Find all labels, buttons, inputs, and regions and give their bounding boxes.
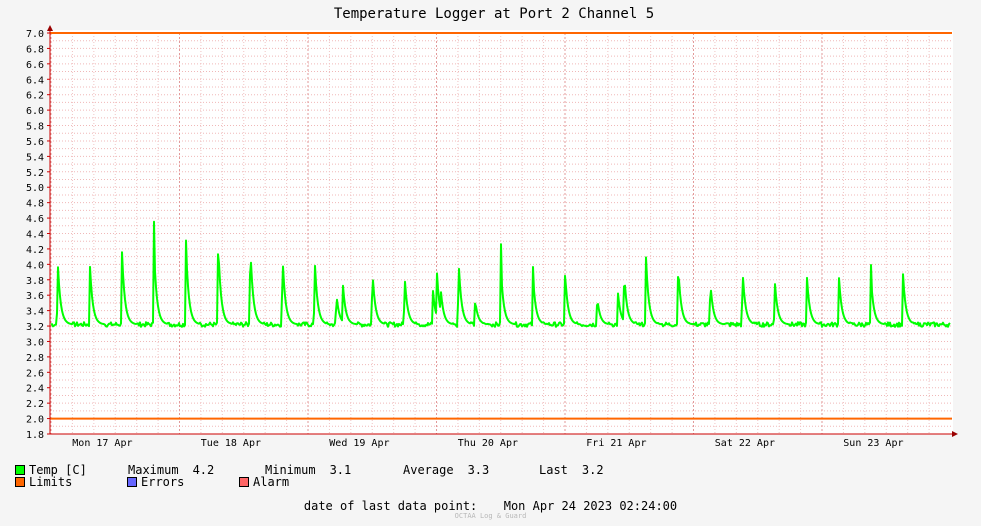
last-data-point: date of last data point: Mon Apr 24 2023… [0, 499, 981, 513]
y-tick-label: 6.8 [26, 44, 44, 55]
y-tick-label: 7.0 [26, 29, 44, 40]
y-tick-label: 4.6 [26, 214, 44, 225]
temp-swatch [15, 465, 25, 475]
legend-temp: Temp [C] [15, 463, 128, 477]
temperature-line [50, 220, 951, 328]
y-tick-label: 2.0 [26, 415, 44, 426]
x-axis-arrow [952, 431, 958, 437]
y-tick-label: 2.2 [26, 399, 44, 410]
legend-average: Average 3.3 [403, 463, 539, 477]
x-tick-label: Wed 19 Apr [329, 438, 389, 449]
y-tick-label: 3.2 [26, 322, 44, 333]
x-tick-label: Mon 17 Apr [72, 438, 132, 449]
x-axis-labels: Mon 17 Apr Tue 18 Apr Wed 19 Apr Thu 20 Apr… [72, 438, 903, 449]
legend-errors: Errors [127, 475, 239, 489]
legend-maximum: Maximum 4.2 [128, 463, 265, 477]
legend-last: Last 3.2 [539, 463, 604, 477]
y-axis-labels: 1.8 2.0 2.2 2.4 2.6 2.8 3.0 3.2 3.4 3.6 3.8 4.0 4.2 4… [26, 29, 50, 441]
last-data-point-value: Mon Apr 24 2023 02:24:00 [503, 499, 678, 513]
y-tick-label: 4.0 [26, 260, 44, 271]
temperature-series [50, 220, 951, 328]
legend-temp-label: Temp [C] [29, 463, 87, 477]
legend-minimum: Minimum 3.1 [265, 463, 403, 477]
x-tick-label: Fri 21 Apr [586, 438, 646, 449]
temperature-chart: Temperature Logger at Port 2 Channel 5 1… [26, 6, 958, 449]
x-tick-label: Sun 23 Apr [843, 438, 903, 449]
last-data-point-label: date of last data point: [303, 499, 478, 513]
maximum-label: Maximum [128, 463, 179, 477]
y-tick-label: 4.8 [26, 199, 44, 210]
x-tick-label: Sat 22 Apr [715, 438, 775, 449]
legend-alarm-label: Alarm [253, 475, 290, 489]
x-tick-label: Tue 18 Apr [201, 438, 261, 449]
y-tick-label: 5.6 [26, 137, 44, 148]
legend-errors-label: Errors [141, 475, 185, 489]
minimum-label: Minimum [265, 463, 316, 477]
limits-swatch [15, 477, 25, 487]
y-tick-label: 3.8 [26, 276, 44, 287]
chart-title: Temperature Logger at Port 2 Channel 5 [334, 6, 654, 22]
legend-alarm: Alarm [239, 475, 289, 489]
legend-limits: Limits [15, 475, 127, 489]
y-tick-label: 5.4 [26, 152, 44, 163]
legend-row-2: Limits Errors Alarm [15, 475, 289, 489]
maximum-value: 4.2 [192, 463, 215, 477]
y-tick-label: 6.4 [26, 75, 44, 86]
axes [47, 25, 958, 437]
errors-swatch [127, 477, 137, 487]
y-tick-label: 5.2 [26, 168, 44, 179]
average-value: 3.3 [467, 463, 490, 477]
y-tick-label: 2.6 [26, 368, 44, 379]
limit-lines [50, 32, 952, 420]
last-label: Last [539, 463, 568, 477]
y-tick-label: 5.8 [26, 122, 44, 133]
y-tick-label: 6.2 [26, 91, 44, 102]
y-tick-label: 2.4 [26, 384, 44, 395]
y-tick-label: 3.0 [26, 337, 44, 348]
plot-area [50, 30, 953, 434]
y-tick-label: 3.6 [26, 291, 44, 302]
y-tick-label: 6.0 [26, 106, 44, 117]
legend-row-1: Temp [C] Maximum 4.2 Minimum 3.1 Average… [15, 463, 604, 477]
y-axis-arrow [47, 25, 53, 31]
y-tick-label: 1.8 [26, 430, 44, 441]
y-tick-label: 4.2 [26, 245, 44, 256]
y-tick-label: 2.8 [26, 353, 44, 364]
average-label: Average [403, 463, 454, 477]
y-tick-label: 5.0 [26, 183, 44, 194]
y-tick-label: 3.4 [26, 307, 44, 318]
credit-text: OCTAA Log & Guard [454, 512, 527, 520]
last-value: 3.2 [581, 463, 604, 477]
legend-limits-label: Limits [29, 475, 73, 489]
y-tick-label: 4.4 [26, 230, 44, 241]
x-tick-label: Thu 20 Apr [458, 438, 518, 449]
alarm-swatch [239, 477, 249, 487]
y-tick-label: 6.6 [26, 60, 44, 71]
minimum-value: 3.1 [329, 463, 352, 477]
